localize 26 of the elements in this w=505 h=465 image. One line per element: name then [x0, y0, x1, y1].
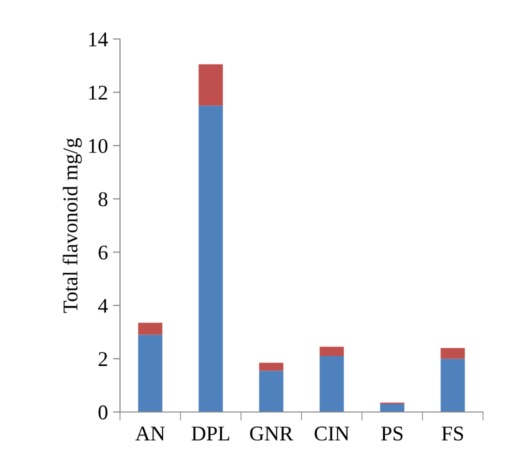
y-tick-label: 2	[98, 352, 108, 366]
x-tick-label: FS	[442, 426, 464, 441]
y-tick-label: 0	[98, 405, 108, 420]
bar	[198, 106, 223, 412]
x-tick-label: DPL	[192, 426, 230, 440]
y-tick-label: 4	[98, 298, 108, 313]
bar	[138, 334, 162, 412]
bar	[138, 322, 162, 335]
bar	[320, 346, 344, 356]
bar	[320, 356, 344, 412]
x-tick-label: GNR	[250, 426, 294, 441]
y-tick-label: 12	[89, 86, 108, 100]
bar	[380, 404, 404, 412]
x-tick-label: CIN	[314, 426, 350, 441]
y-tick-label: 6	[98, 246, 108, 260]
x-tick-label: PS	[381, 426, 403, 441]
y-tick-label: 10	[89, 138, 108, 154]
y-axis-title: Total flavonoid mg/g	[62, 138, 82, 313]
bar	[259, 370, 284, 412]
bar	[440, 348, 465, 359]
y-tick-label: 14	[89, 32, 108, 46]
bar	[440, 358, 465, 412]
x-tick-label: AN	[135, 426, 165, 440]
y-tick-label: 8	[98, 192, 108, 206]
bar	[198, 64, 223, 106]
bar	[259, 362, 284, 371]
